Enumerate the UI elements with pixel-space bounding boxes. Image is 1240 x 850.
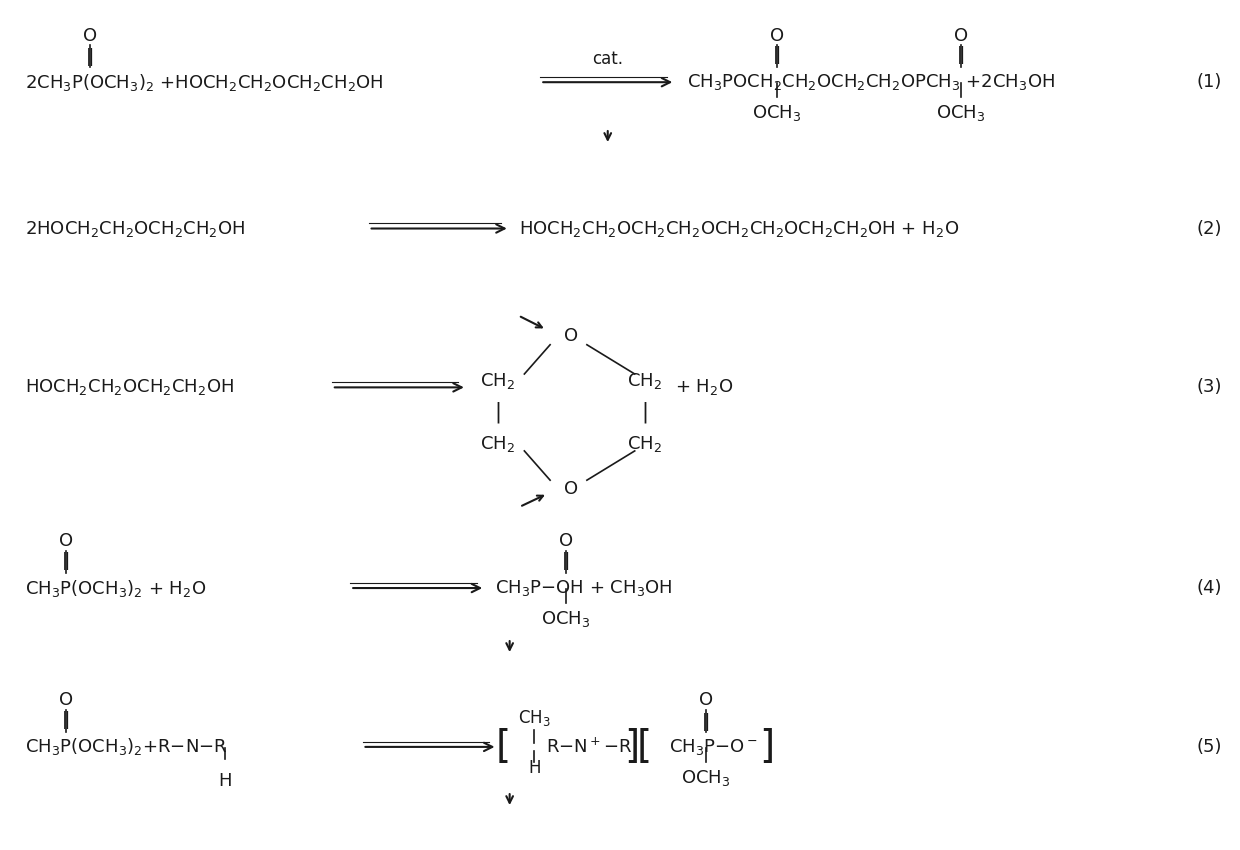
Text: O: O [83,26,98,44]
Text: [: [ [637,728,652,766]
Text: O: O [954,26,968,44]
Text: ‖: ‖ [62,552,69,570]
Text: ‖: ‖ [62,711,69,729]
Text: OCH$_3$: OCH$_3$ [542,609,590,629]
Text: ‖: ‖ [562,552,570,570]
Text: O: O [699,691,713,709]
Text: [: [ [496,728,511,766]
Text: O: O [559,532,573,551]
Text: CH$_2$: CH$_2$ [480,434,515,454]
Text: OCH$_3$: OCH$_3$ [681,768,730,788]
Text: ‖: ‖ [702,713,711,731]
Text: HOCH$_2$CH$_2$OCH$_2$CH$_2$OH: HOCH$_2$CH$_2$OCH$_2$CH$_2$OH [25,377,234,398]
Text: (1): (1) [1197,73,1221,91]
Text: ‖: ‖ [957,47,965,65]
Text: (4): (4) [1197,579,1221,597]
Text: (3): (3) [1197,378,1221,396]
Text: O: O [770,26,784,44]
Text: (2): (2) [1197,219,1221,237]
Text: O: O [564,479,578,497]
Text: CH$_2$: CH$_2$ [627,434,662,454]
Text: 2HOCH$_2$CH$_2$OCH$_2$CH$_2$OH: 2HOCH$_2$CH$_2$OCH$_2$CH$_2$OH [25,218,246,239]
Text: CH$_2$: CH$_2$ [627,371,662,391]
Text: R$-$N$^+$$-$R: R$-$N$^+$$-$R [546,737,632,757]
Text: CH$_3$P(OCH$_3$)$_2$ + H$_2$O: CH$_3$P(OCH$_3$)$_2$ + H$_2$O [25,577,207,598]
Text: ]: ] [760,728,775,766]
Text: O: O [58,691,73,709]
Text: OCH$_3$: OCH$_3$ [753,103,801,123]
Text: CH$_2$: CH$_2$ [480,371,515,391]
Text: CH$_3$POCH$_2$CH$_2$OCH$_2$CH$_2$OPCH$_3$ +2CH$_3$OH: CH$_3$POCH$_2$CH$_2$OCH$_2$CH$_2$OPCH$_3… [687,72,1055,92]
Text: (5): (5) [1197,738,1221,756]
Text: O: O [58,532,73,551]
Text: O: O [564,327,578,345]
Text: 2CH$_3$P(OCH$_3$)$_2$ +HOCH$_2$CH$_2$OCH$_2$CH$_2$OH: 2CH$_3$P(OCH$_3$)$_2$ +HOCH$_2$CH$_2$OCH… [25,71,384,93]
Text: |: | [641,402,649,423]
Text: ]: ] [625,728,640,766]
Text: CH$_3$: CH$_3$ [518,708,551,728]
Text: HOCH$_2$CH$_2$OCH$_2$CH$_2$OCH$_2$CH$_2$OCH$_2$CH$_2$OH + H$_2$O: HOCH$_2$CH$_2$OCH$_2$CH$_2$OCH$_2$CH$_2$… [520,218,960,239]
Text: |: | [494,402,501,423]
Text: cat.: cat. [593,50,624,68]
Text: H: H [528,759,541,777]
Text: ‖: ‖ [773,47,781,65]
Text: CH$_3$P(OCH$_3$)$_2$+R$-$N$-$R: CH$_3$P(OCH$_3$)$_2$+R$-$N$-$R [25,736,228,757]
Text: CH$_3$P$-$OH + CH$_3$OH: CH$_3$P$-$OH + CH$_3$OH [495,578,672,598]
Text: + H$_2$O: + H$_2$O [675,377,733,398]
Text: H: H [218,772,232,790]
Text: CH$_3$P$-$O$^-$: CH$_3$P$-$O$^-$ [670,737,758,757]
Text: OCH$_3$: OCH$_3$ [936,103,986,123]
Text: ‖: ‖ [87,48,94,66]
